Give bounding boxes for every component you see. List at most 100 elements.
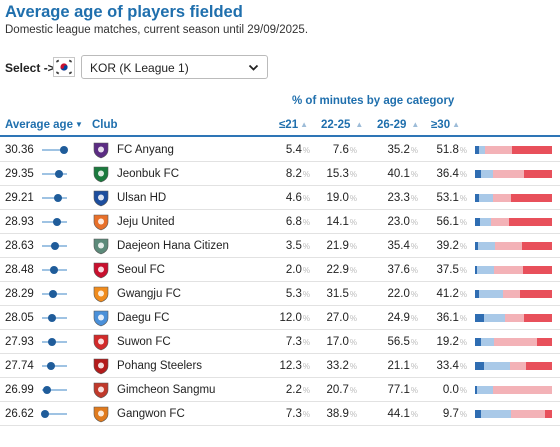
sort-average-age[interactable]: Average age ▼ <box>5 119 83 131</box>
pct-o30-value: 19.2% <box>436 336 467 348</box>
bar-segment-26-29 <box>494 266 524 274</box>
club-name[interactable]: Jeju United <box>117 216 175 228</box>
bar-segment-u21 <box>475 146 480 154</box>
club-name[interactable]: Daejeon Hana Citizen <box>117 240 229 252</box>
sort-26-29[interactable]: 26-29 ▲ <box>377 119 419 131</box>
bar-segment-u21 <box>475 242 478 250</box>
table-row[interactable]: 26.62 Gangwon FC 7.3% 38.9% 44.1% 9.7% <box>0 402 560 426</box>
bar-segment-u21 <box>475 338 481 346</box>
pct-a22-25-value: 17.0% <box>326 336 357 348</box>
percent-unit: % <box>459 146 467 155</box>
pct-number: 9.7 <box>442 408 459 420</box>
bar-segment-30-plus <box>520 290 552 298</box>
percent-unit: % <box>302 146 310 155</box>
pct-number: 36.4 <box>436 168 459 180</box>
bar-segment-26-29 <box>503 290 521 298</box>
pct-number: 36.1 <box>436 312 459 324</box>
table-row[interactable]: 29.35 Jeonbuk FC 8.2% 15.3% 40.1% 36.4% <box>0 162 560 186</box>
age-slider-dot <box>47 338 56 346</box>
bar-segment-26-29 <box>493 194 512 202</box>
pct-a26-29-value: 24.9% <box>387 312 418 324</box>
gangwon-crest-icon <box>93 406 109 423</box>
age-slider-track <box>42 413 67 415</box>
club-name[interactable]: FC Anyang <box>117 144 174 156</box>
pct-number: 51.8 <box>436 144 459 156</box>
percent-unit: % <box>410 218 418 227</box>
pct-a22-25-value: 20.7% <box>326 384 357 396</box>
percent-unit: % <box>302 266 310 275</box>
sort-30-plus[interactable]: ≥30 ▲ <box>431 119 460 131</box>
club-name[interactable]: Daegu FC <box>117 312 170 324</box>
select-label: Select -> <box>5 61 55 75</box>
pct-number: 21.9 <box>326 240 349 252</box>
club-header-label: Club <box>92 119 118 131</box>
chevron-down-icon <box>248 64 259 71</box>
table-row[interactable]: 26.99 Gimcheon Sangmu 2.2% 20.7% 77.1% 0.0% <box>0 378 560 402</box>
pct-number: 33.2 <box>326 360 349 372</box>
percent-unit: % <box>349 242 357 251</box>
pct-number: 5.3 <box>285 288 302 300</box>
table-row[interactable]: 27.93 Suwon FC 7.3% 17.0% 56.5% 19.2% <box>0 330 560 354</box>
club-name[interactable]: Gwangju FC <box>117 288 181 300</box>
club-name[interactable]: Ulsan HD <box>117 192 167 204</box>
table-row[interactable]: 30.36 FC Anyang 5.4% 7.6% 35.2% 51.8% <box>0 138 560 162</box>
age-distribution-bar <box>475 170 552 178</box>
percent-unit: % <box>349 386 357 395</box>
age-slider-dot <box>51 242 60 250</box>
club-name[interactable]: Suwon FC <box>117 336 171 348</box>
bar-segment-26-29 <box>493 170 524 178</box>
age-slider-dot <box>41 410 50 418</box>
pct-a22-25-value: 27.0% <box>326 312 357 324</box>
pct-o30-value: 41.2% <box>436 288 467 300</box>
table-row[interactable]: 28.29 Gwangju FC 5.3% 31.5% 22.0% 41.2% <box>0 282 560 306</box>
sort-ascending-icon: ▲ <box>452 120 461 129</box>
jeonbuk-crest-icon <box>93 166 109 183</box>
bar-segment-22-25 <box>484 314 506 322</box>
bar-segment-22-25 <box>484 362 511 370</box>
pct-a26-29-value: 40.1% <box>387 168 418 180</box>
gwangju-crest-icon <box>93 286 109 303</box>
pct-number: 6.8 <box>285 216 302 228</box>
pct-a22-25-value: 19.0% <box>326 192 357 204</box>
table-row[interactable]: 28.48 Seoul FC 2.0% 22.9% 37.6% 37.5% <box>0 258 560 282</box>
club-name[interactable]: Jeonbuk FC <box>117 168 180 180</box>
club-name[interactable]: Gangwon FC <box>117 408 185 420</box>
table-row[interactable]: 28.05 Daegu FC 12.0% 27.0% 24.9% 36.1% <box>0 306 560 330</box>
pct-number: 44.1 <box>387 408 410 420</box>
percent-unit: % <box>349 410 357 419</box>
percent-unit: % <box>410 194 418 203</box>
pct-number: 56.1 <box>436 216 459 228</box>
pct-number: 7.3 <box>285 408 302 420</box>
age-distribution-bar <box>475 194 552 202</box>
pct-number: 37.6 <box>387 264 410 276</box>
pct-number: 3.5 <box>285 240 302 252</box>
pct-number: 0.0 <box>442 384 459 396</box>
percent-unit: % <box>302 314 310 323</box>
percent-unit: % <box>302 242 310 251</box>
league-select-value: KOR (K League 1) <box>90 61 189 75</box>
pct-number: 19.2 <box>436 336 459 348</box>
percent-unit: % <box>459 410 467 419</box>
pct-u21-value: 3.5% <box>286 240 310 252</box>
pct-a22-25-value: 21.9% <box>326 240 357 252</box>
table-row[interactable]: 29.21 Ulsan HD 4.6% 19.0% 23.3% 53.1% <box>0 186 560 210</box>
table-row[interactable]: 28.93 Jeju United 6.8% 14.1% 23.0% 56.1% <box>0 210 560 234</box>
table-row[interactable]: 27.74 Pohang Steelers 12.3% 33.2% 21.1% 33.4… <box>0 354 560 378</box>
sort-u21[interactable]: ≤21 ▲ <box>279 119 308 131</box>
average-age-value: 28.63 <box>5 240 34 252</box>
pct-a26-29-value: 56.5% <box>387 336 418 348</box>
pct-number: 37.5 <box>436 264 459 276</box>
pct-a26-29-value: 23.0% <box>387 216 418 228</box>
sort-22-25[interactable]: 22-25 ▲ <box>321 119 363 131</box>
percent-unit: % <box>302 410 310 419</box>
percent-unit: % <box>459 314 467 323</box>
bar-segment-26-29 <box>491 218 509 226</box>
club-name[interactable]: Seoul FC <box>117 264 165 276</box>
league-select[interactable]: KOR (K League 1) <box>81 55 268 79</box>
age-distribution-bar <box>475 362 552 370</box>
pct-number: 24.9 <box>387 312 410 324</box>
table-row[interactable]: 28.63 Daejeon Hana Citizen 3.5% 21.9% 35.4%… <box>0 234 560 258</box>
average-age-value: 29.35 <box>5 168 34 180</box>
club-name[interactable]: Gimcheon Sangmu <box>117 384 216 396</box>
club-name[interactable]: Pohang Steelers <box>117 360 203 372</box>
